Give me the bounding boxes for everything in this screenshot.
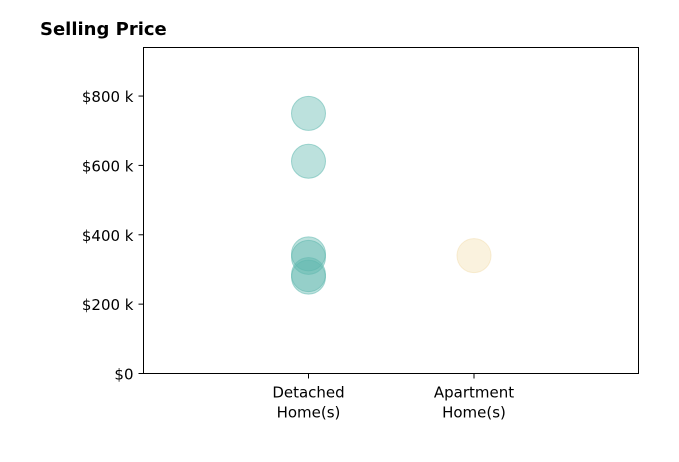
x-tick-label-line: Home(s)	[277, 404, 341, 422]
x-tick-label: Detached Home(s)	[272, 384, 344, 422]
y-tick-label: $800 k	[82, 88, 134, 106]
y-tick-label: $400 k	[82, 227, 134, 245]
y-tick-label: $600 k	[82, 157, 134, 175]
data-point	[291, 143, 326, 179]
x-tick-label-line: Detached	[272, 384, 344, 402]
data-point	[456, 238, 492, 274]
chart-title: Selling Price	[40, 19, 167, 40]
data-point	[291, 95, 326, 131]
plot-area-frame	[143, 47, 639, 374]
data-point	[291, 259, 326, 295]
y-tick-label: $200 k	[82, 296, 134, 314]
x-tick-label-line: Home(s)	[442, 404, 506, 422]
y-tick-label: $0	[114, 366, 133, 384]
x-tick-label: Apartment Home(s)	[434, 384, 514, 422]
data-points	[291, 95, 492, 295]
x-tick-label-line: Apartment	[434, 384, 514, 402]
y-axis: $0 $200 k $400 k $600 k $800 k	[82, 88, 144, 384]
x-axis: Detached Home(s) Apartment Home(s)	[272, 373, 514, 422]
